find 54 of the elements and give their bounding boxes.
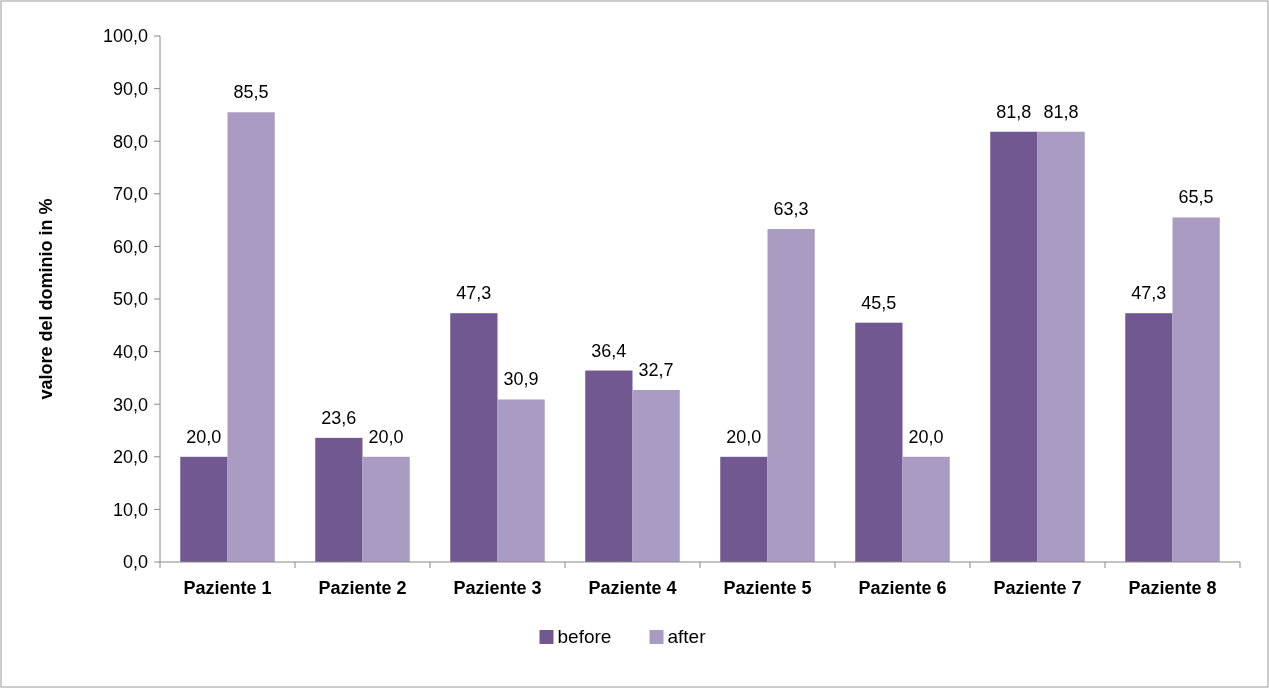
bar bbox=[450, 313, 498, 562]
bar bbox=[227, 112, 275, 562]
legend-label: after bbox=[667, 626, 707, 647]
data-label: 20,0 bbox=[186, 426, 222, 447]
y-tick-label: 80,0 bbox=[112, 131, 148, 152]
x-tick-label: Paziente 6 bbox=[858, 578, 947, 598]
bar bbox=[180, 456, 228, 562]
x-tick-label: Paziente 4 bbox=[588, 578, 677, 598]
data-label: 20,0 bbox=[908, 426, 944, 447]
bar bbox=[902, 456, 950, 562]
bar bbox=[632, 390, 680, 562]
y-tick-label: 20,0 bbox=[112, 447, 148, 468]
bar bbox=[1125, 313, 1173, 562]
bar bbox=[585, 370, 633, 562]
y-axis-title: valore del dominio in % bbox=[36, 198, 56, 400]
y-tick-label: 10,0 bbox=[112, 499, 148, 520]
legend-label: before bbox=[557, 626, 612, 647]
data-label: 20,0 bbox=[368, 426, 404, 447]
data-label: 20,0 bbox=[726, 426, 762, 447]
data-label: 63,3 bbox=[773, 199, 809, 220]
y-tick-label: 70,0 bbox=[112, 184, 148, 205]
x-tick-label: Paziente 2 bbox=[318, 578, 407, 598]
data-label: 47,3 bbox=[1131, 283, 1167, 304]
bar bbox=[767, 229, 815, 562]
x-tick-label: Paziente 1 bbox=[183, 578, 272, 598]
y-tick-label: 60,0 bbox=[112, 236, 148, 257]
bar bbox=[990, 131, 1038, 562]
data-label: 23,6 bbox=[321, 407, 357, 428]
data-label: 85,5 bbox=[233, 82, 269, 103]
bar bbox=[362, 456, 410, 562]
y-tick-label: 50,0 bbox=[112, 289, 148, 310]
data-label: 81,8 bbox=[996, 101, 1032, 122]
data-label: 65,5 bbox=[1178, 187, 1214, 208]
bar bbox=[855, 322, 903, 562]
x-tick-label: Paziente 8 bbox=[1128, 578, 1217, 598]
data-label: 30,9 bbox=[503, 369, 539, 390]
bar bbox=[315, 437, 363, 562]
x-tick-label: Paziente 3 bbox=[453, 578, 542, 598]
data-label: 45,5 bbox=[861, 292, 897, 313]
data-label: 32,7 bbox=[638, 360, 674, 380]
data-label: 47,3 bbox=[456, 283, 492, 304]
y-tick-label: 30,0 bbox=[112, 394, 148, 415]
y-tick-label: 40,0 bbox=[112, 341, 148, 362]
y-tick-label: 90,0 bbox=[112, 78, 148, 99]
data-label: 81,8 bbox=[1043, 101, 1079, 122]
x-tick-label: Paziente 5 bbox=[723, 578, 812, 598]
y-tick-label: 0,0 bbox=[122, 552, 148, 573]
bar bbox=[1037, 131, 1085, 562]
bar bbox=[720, 456, 768, 562]
x-tick-label: Paziente 7 bbox=[993, 578, 1082, 598]
bar bbox=[1172, 217, 1220, 562]
bar bbox=[497, 399, 545, 562]
data-label: 36,4 bbox=[591, 340, 627, 361]
y-tick-label: 100,0 bbox=[102, 26, 148, 47]
